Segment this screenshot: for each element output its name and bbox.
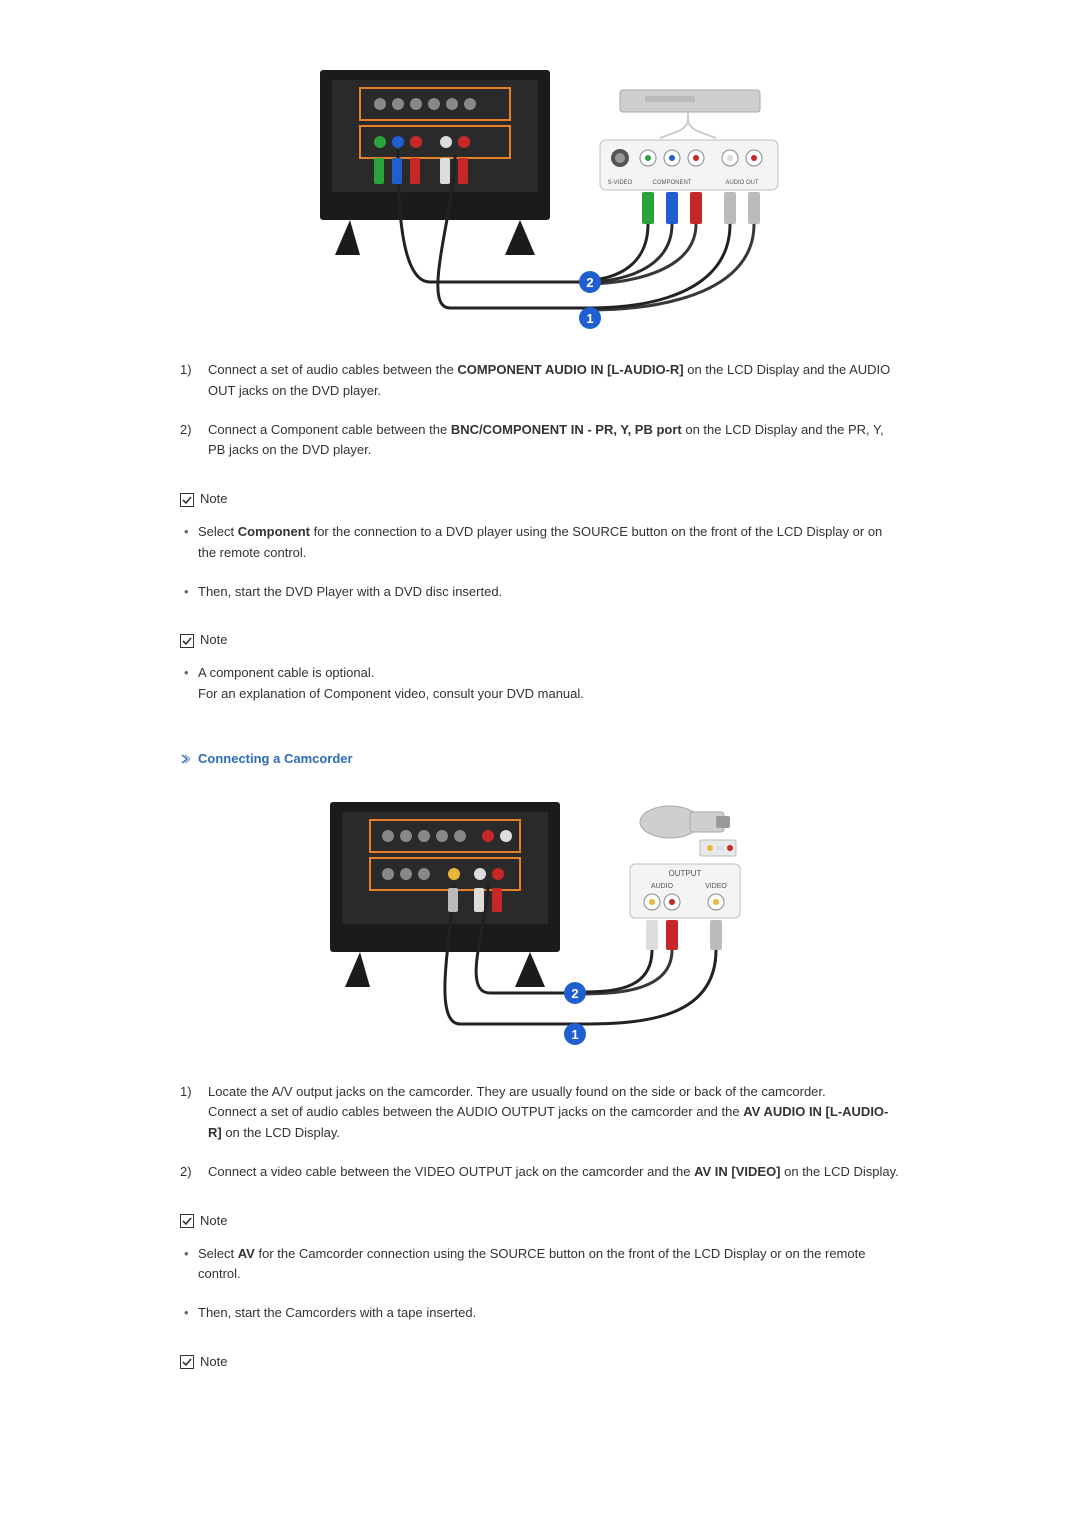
- bullet-item: Then, start the DVD Player with a DVD di…: [180, 582, 900, 603]
- note-label: Note: [180, 630, 900, 651]
- bullet-item: Then, start the Camcorders with a tape i…: [180, 1303, 900, 1324]
- step-text: Connect a video cable between the VIDEO …: [208, 1162, 900, 1183]
- step-text: Connect a set of audio cables between th…: [208, 360, 900, 402]
- camcorder-connection-diagram: OUTPUT AUDIO VIDEO 2 1: [310, 792, 770, 1052]
- bullet-item: Select AV for the Camcorder connection u…: [180, 1244, 900, 1286]
- note-bullets: Select AV for the Camcorder connection u…: [180, 1244, 900, 1324]
- step-number: 2): [180, 420, 208, 441]
- step-text: Connect a Component cable between the BN…: [208, 420, 900, 462]
- dvd-connection-diagram: S-VIDEO COMPONENT AUDIO OUT 2 1: [290, 60, 790, 330]
- svg-text:1: 1: [586, 311, 593, 326]
- step-item: 1) Locate the A/V output jacks on the ca…: [180, 1082, 900, 1144]
- note-label: Note: [180, 1211, 900, 1232]
- step-item: 2) Connect a Component cable between the…: [180, 420, 900, 462]
- note-label: Note: [180, 1352, 900, 1373]
- svg-text:2: 2: [586, 275, 593, 290]
- page: S-VIDEO COMPONENT AUDIO OUT 2 1 1): [180, 0, 900, 1485]
- svg-text:2: 2: [571, 986, 578, 1001]
- bullet-item: A component cable is optional. For an ex…: [180, 663, 900, 705]
- svg-text:1: 1: [571, 1027, 578, 1042]
- check-icon: [180, 1214, 194, 1228]
- note-label: Note: [180, 489, 900, 510]
- dvd-steps-list: 1) Connect a set of audio cables between…: [180, 360, 900, 461]
- svg-text:VIDEO: VIDEO: [705, 883, 727, 890]
- step-number: 2): [180, 1162, 208, 1183]
- check-icon: [180, 1355, 194, 1369]
- check-icon: [180, 493, 194, 507]
- svg-text:AUDIO: AUDIO: [651, 883, 674, 890]
- chevron-right-icon: [180, 754, 190, 764]
- svg-text:COMPONENT: COMPONENT: [653, 180, 692, 186]
- step-text: Locate the A/V output jacks on the camco…: [208, 1082, 900, 1144]
- svg-text:S-VIDEO: S-VIDEO: [608, 180, 633, 186]
- step-number: 1): [180, 360, 208, 381]
- bullet-item: Select Component for the connection to a…: [180, 522, 900, 564]
- section-heading: Connecting a Camcorder: [180, 749, 900, 770]
- step-number: 1): [180, 1082, 208, 1103]
- note-bullets: Select Component for the connection to a…: [180, 522, 900, 602]
- check-icon: [180, 634, 194, 648]
- svg-text:AUDIO OUT: AUDIO OUT: [725, 180, 759, 186]
- step-item: 1) Connect a set of audio cables between…: [180, 360, 900, 402]
- note-bullets: A component cable is optional. For an ex…: [180, 663, 900, 705]
- step-item: 2) Connect a video cable between the VID…: [180, 1162, 900, 1183]
- camcorder-steps-list: 1) Locate the A/V output jacks on the ca…: [180, 1082, 900, 1183]
- svg-text:OUTPUT: OUTPUT: [669, 869, 702, 878]
